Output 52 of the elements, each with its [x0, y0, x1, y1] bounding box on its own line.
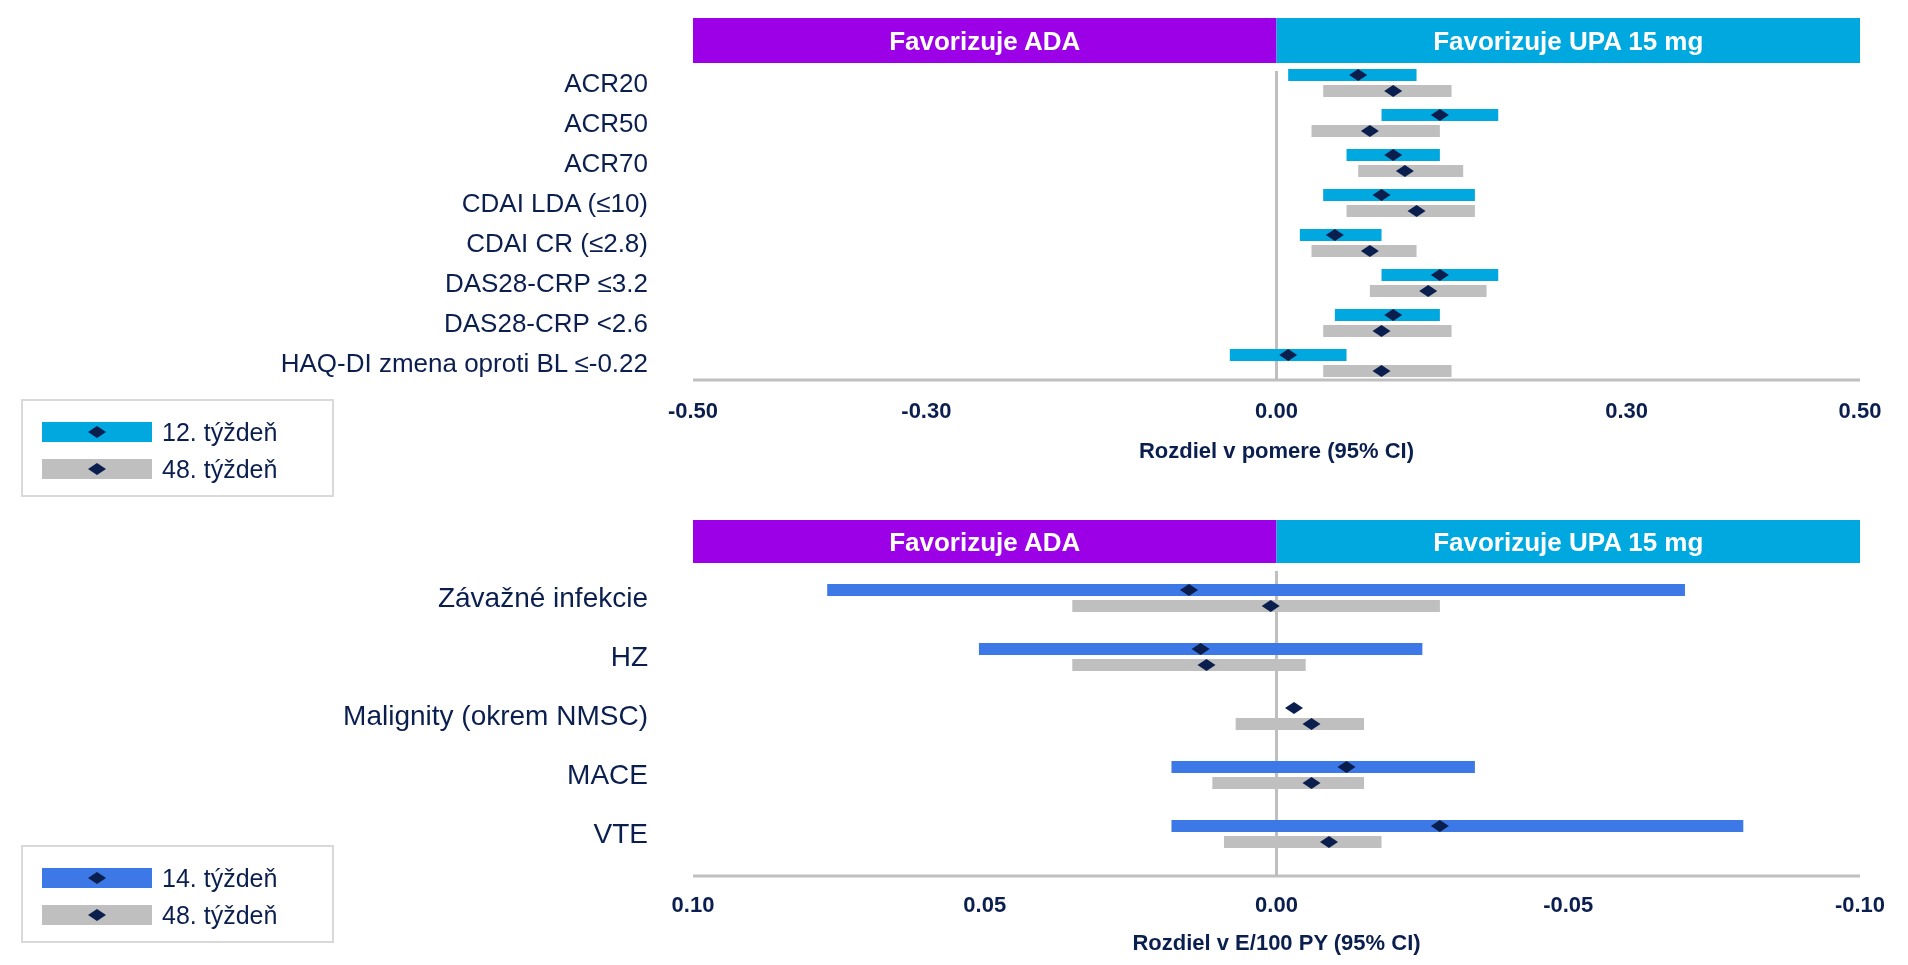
legend-label: 48. týždeň — [162, 901, 278, 929]
bar — [1323, 365, 1452, 377]
y-tick-label: DAS28-CRP <2.6 — [443, 308, 648, 338]
x-tick-label: 0.00 — [1255, 892, 1298, 917]
bar — [1369, 285, 1487, 297]
x-tick-label: -0.30 — [901, 398, 952, 423]
bar — [1334, 309, 1440, 321]
y-tick-label: Závažné infekcie — [437, 582, 648, 613]
y-tick-label: Malignity (okrem NMSC) — [343, 700, 648, 731]
bar — [1381, 269, 1499, 281]
bar — [1288, 69, 1417, 81]
bar — [1311, 245, 1417, 257]
y-tick-label: ACR50 — [564, 108, 648, 138]
bar — [1346, 149, 1440, 161]
x-tick-label: -0.50 — [667, 398, 719, 423]
x-tick-label: -0.05 — [1543, 892, 1594, 917]
x-tick-label: 0.05 — [963, 892, 1007, 917]
text: Favorizuje ADA — [889, 526, 1081, 557]
legend-label: 12. týždeň — [162, 418, 278, 446]
x-axis-title: Rozdiel v E/100 PY (95% CI) — [1132, 930, 1421, 955]
y-tick-label: MACE — [567, 759, 648, 790]
bar — [1323, 325, 1452, 337]
text: Favorizuje UPA 15 mg — [1433, 25, 1704, 56]
text: Favorizuje UPA 15 mg — [1433, 526, 1704, 557]
y-tick-label: VTE — [593, 818, 648, 849]
bar — [1323, 85, 1452, 97]
y-tick-label: HAQ-DI zmena oproti BL ≤-0.22 — [280, 348, 648, 378]
bar — [1381, 109, 1499, 121]
y-tick-label: ACR20 — [564, 68, 648, 98]
bar — [1346, 205, 1475, 217]
y-tick-label: CDAI CR (≤2.8) — [466, 228, 648, 258]
bar — [978, 643, 1423, 655]
y-tick-label: CDAI LDA (≤10) — [461, 188, 648, 218]
text: Favorizuje ADA — [889, 25, 1081, 56]
bar — [1229, 349, 1347, 361]
bar — [827, 584, 1685, 596]
x-tick-label: 0.50 — [1838, 398, 1882, 423]
x-tick-label: 0.10 — [671, 892, 715, 917]
x-tick-label: 0.30 — [1605, 398, 1649, 423]
y-tick-label: DAS28-CRP ≤3.2 — [444, 268, 648, 298]
x-tick-label: 0.00 — [1255, 398, 1298, 423]
bar — [1171, 761, 1475, 773]
x-tick-label: -0.10 — [1834, 892, 1886, 917]
bar — [1358, 165, 1464, 177]
x-axis-title: Rozdiel v pomere (95% CI) — [1138, 438, 1415, 463]
y-tick-label: ACR70 — [564, 148, 648, 178]
legend-label: 14. týždeň — [162, 864, 278, 892]
bar — [1311, 125, 1440, 137]
bar — [1171, 820, 1744, 832]
legend-label: 48. týždeň — [162, 455, 278, 483]
bar — [1323, 189, 1475, 201]
y-tick-label: HZ — [610, 641, 648, 672]
